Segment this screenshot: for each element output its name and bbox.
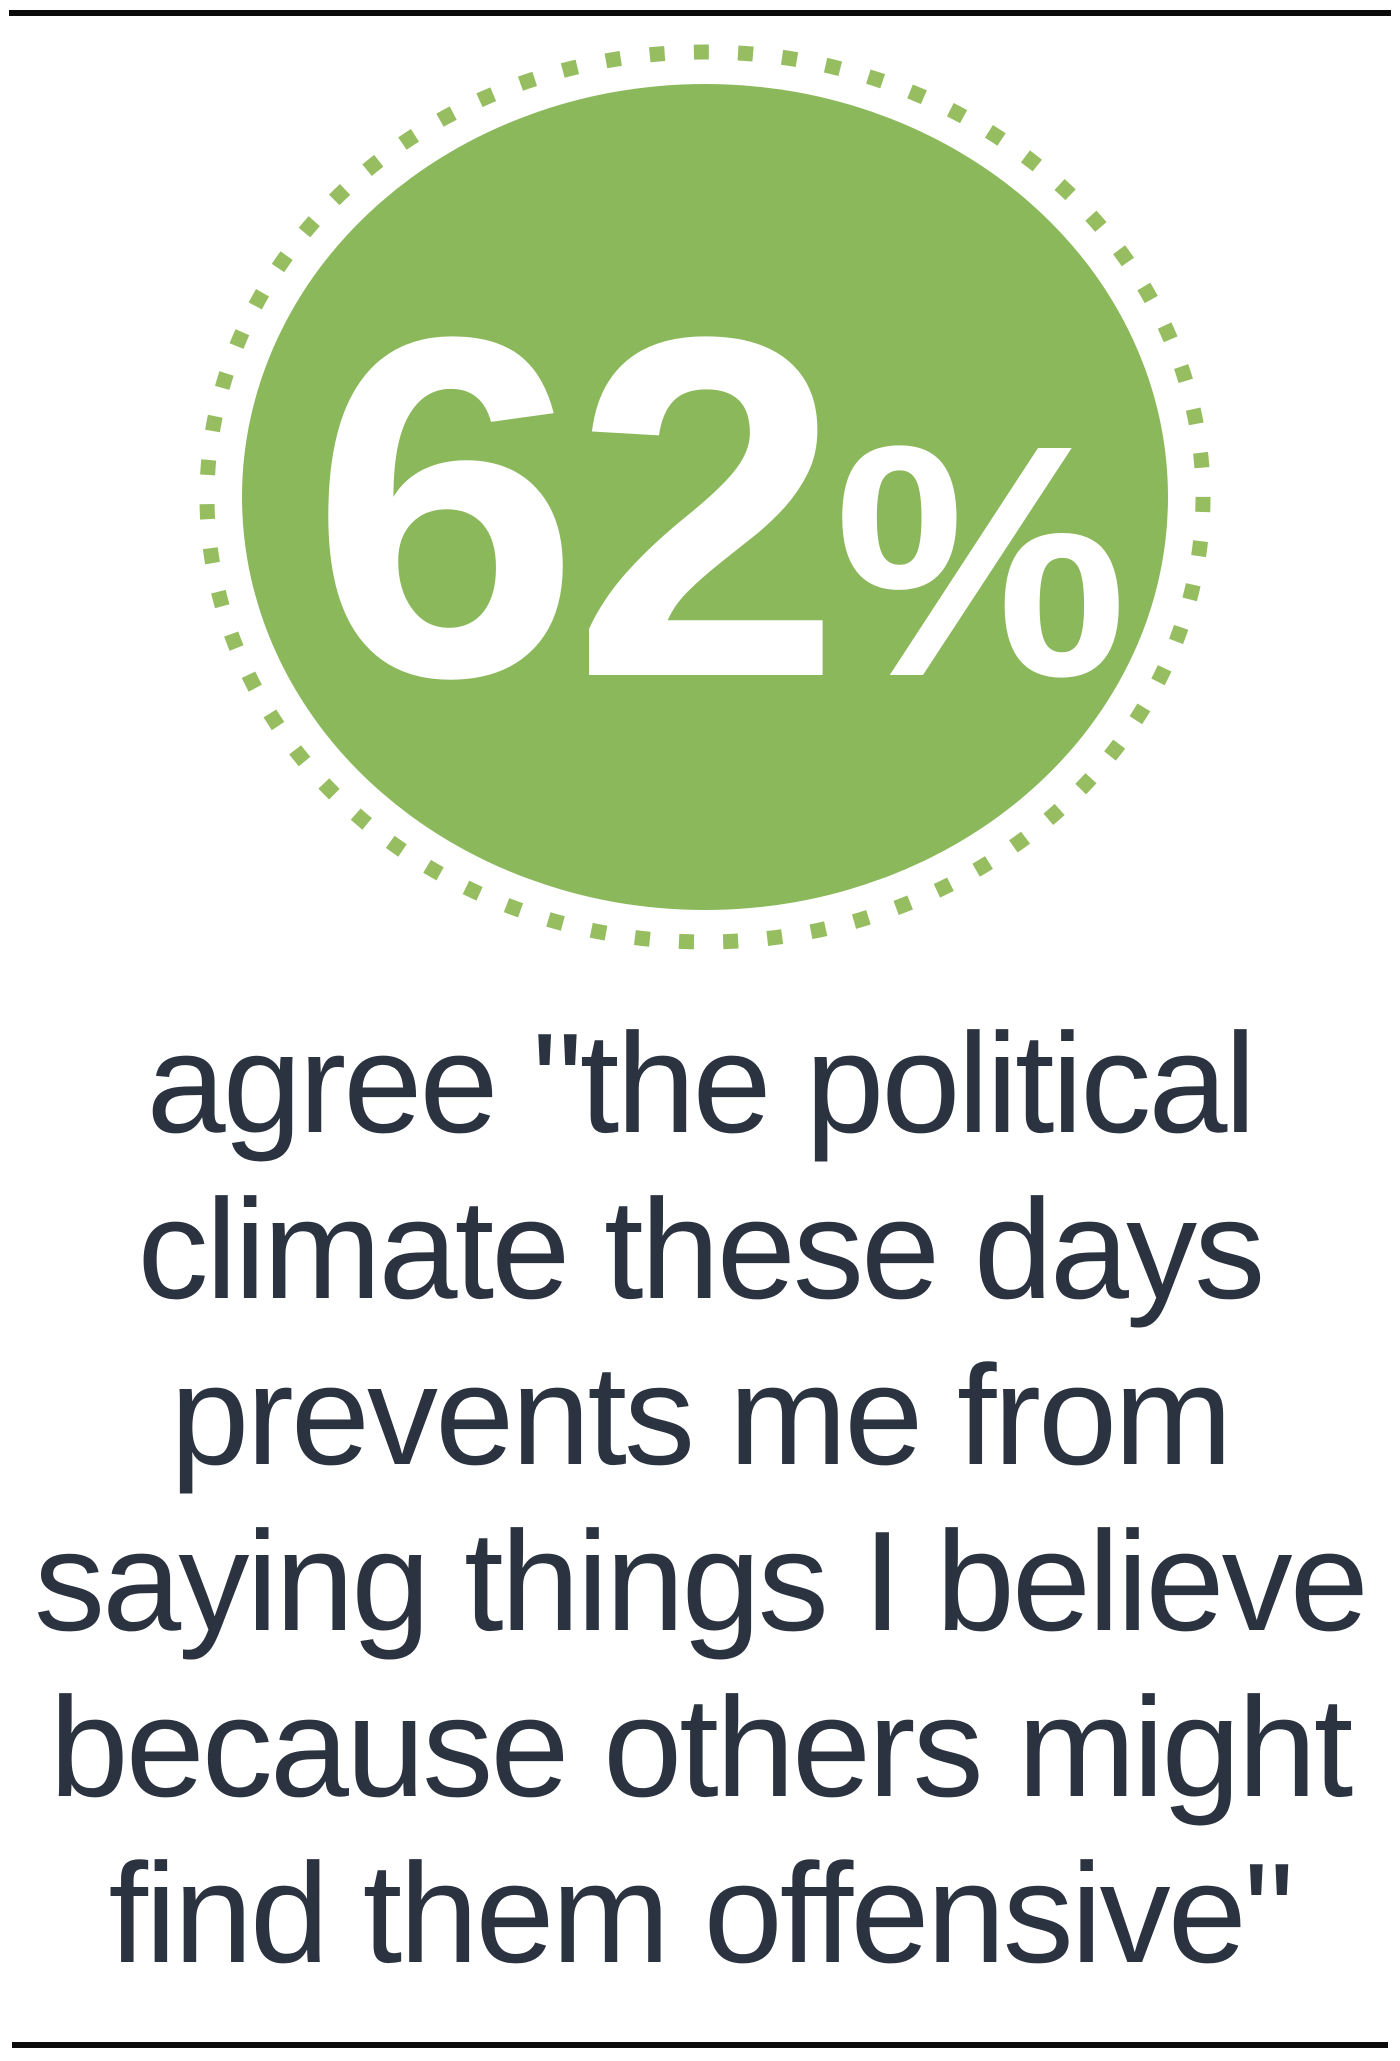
badge-circle: [242, 84, 1168, 910]
top-rule: [9, 10, 1391, 16]
percentage-number: 62: [311, 236, 834, 778]
percent-sign: %: [834, 376, 1123, 745]
statement-line: find them offensive": [108, 1834, 1295, 1993]
percentage-value: 62%: [311, 236, 1123, 778]
statement-text: agree "the political climate these days …: [0, 1001, 1400, 1997]
statement-line: agree "the political: [146, 1004, 1257, 1163]
bottom-rule: [12, 2042, 1388, 2048]
statement-line: because others might: [49, 1668, 1354, 1827]
statement-line: saying things I believe: [34, 1502, 1369, 1661]
statement-line: prevents me from: [170, 1336, 1232, 1495]
dotted-ring: [199, 44, 1211, 950]
statement-line: climate these days: [137, 1170, 1266, 1329]
